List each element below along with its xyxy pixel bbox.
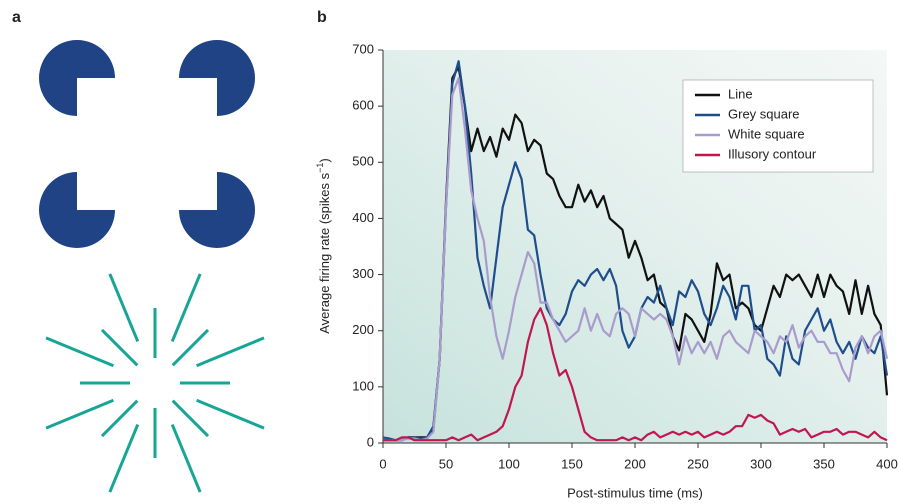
- ray: [110, 425, 138, 492]
- pacman: [39, 40, 115, 116]
- x-axis-label: Post-stimulus time (ms): [567, 485, 703, 500]
- ray-figure: [46, 274, 264, 492]
- panel-label: b: [317, 9, 327, 26]
- x-tick-label: 150: [561, 456, 583, 471]
- ray: [46, 338, 113, 366]
- x-tick-label: 250: [687, 456, 709, 471]
- y-tick-label: 500: [352, 154, 374, 169]
- y-tick-label: 600: [352, 98, 374, 113]
- legend-label: White square: [728, 126, 805, 141]
- y-axis-label-end: ): [317, 158, 332, 162]
- ray: [197, 400, 264, 428]
- y-tick-label: 0: [367, 434, 374, 449]
- panel-label: a: [12, 9, 21, 26]
- y-tick-label: 200: [352, 322, 374, 337]
- x-tick-label: 300: [750, 456, 772, 471]
- x-tick-label: 0: [379, 456, 386, 471]
- ray: [173, 330, 208, 365]
- x-tick-label: 400: [876, 456, 898, 471]
- y-tick-label: 400: [352, 210, 374, 225]
- ray: [172, 274, 200, 341]
- ray: [173, 401, 208, 436]
- x-tick-label: 50: [439, 456, 453, 471]
- ray: [110, 274, 138, 341]
- pacman: [39, 172, 115, 248]
- ray: [172, 425, 200, 492]
- y-tick-label: 700: [352, 41, 374, 56]
- y-axis-label-text: Average firing rate (spikes s: [317, 172, 332, 333]
- y-axis-label: Average firing rate (spikes s−1): [315, 158, 332, 334]
- page: a b 0 100 200 300 400 500 600 700 0 50 100 150 200 25…: [0, 0, 900, 504]
- legend-label: Illusory contour: [728, 146, 817, 161]
- x-tick-label: 100: [498, 456, 520, 471]
- legend-label: Grey square: [728, 106, 800, 121]
- ray: [46, 400, 113, 428]
- figure: a b 0 100 200 300 400 500 600 700 0 50 100 150 200 25…: [0, 0, 900, 504]
- kanizsa-square: [39, 40, 255, 248]
- y-tick-label: 300: [352, 266, 374, 281]
- y-axis-label-sup: −1: [315, 163, 325, 173]
- pacman: [179, 40, 255, 116]
- ray: [102, 401, 137, 436]
- legend-label: Line: [728, 86, 753, 101]
- y-tick-label: 100: [352, 378, 374, 393]
- pacman: [179, 172, 255, 248]
- x-tick-label: 200: [624, 456, 646, 471]
- x-tick-label: 350: [813, 456, 835, 471]
- ray: [102, 330, 137, 365]
- ray: [197, 338, 264, 366]
